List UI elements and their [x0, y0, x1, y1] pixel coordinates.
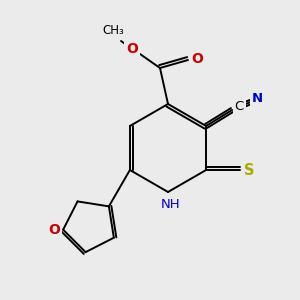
Text: N: N	[251, 92, 263, 106]
Text: O: O	[48, 223, 60, 237]
Text: C: C	[235, 100, 244, 113]
Text: O: O	[126, 42, 138, 56]
Text: CH₃: CH₃	[102, 23, 124, 37]
Text: S: S	[244, 163, 254, 178]
Text: O: O	[191, 52, 203, 66]
Text: NH: NH	[161, 197, 181, 211]
